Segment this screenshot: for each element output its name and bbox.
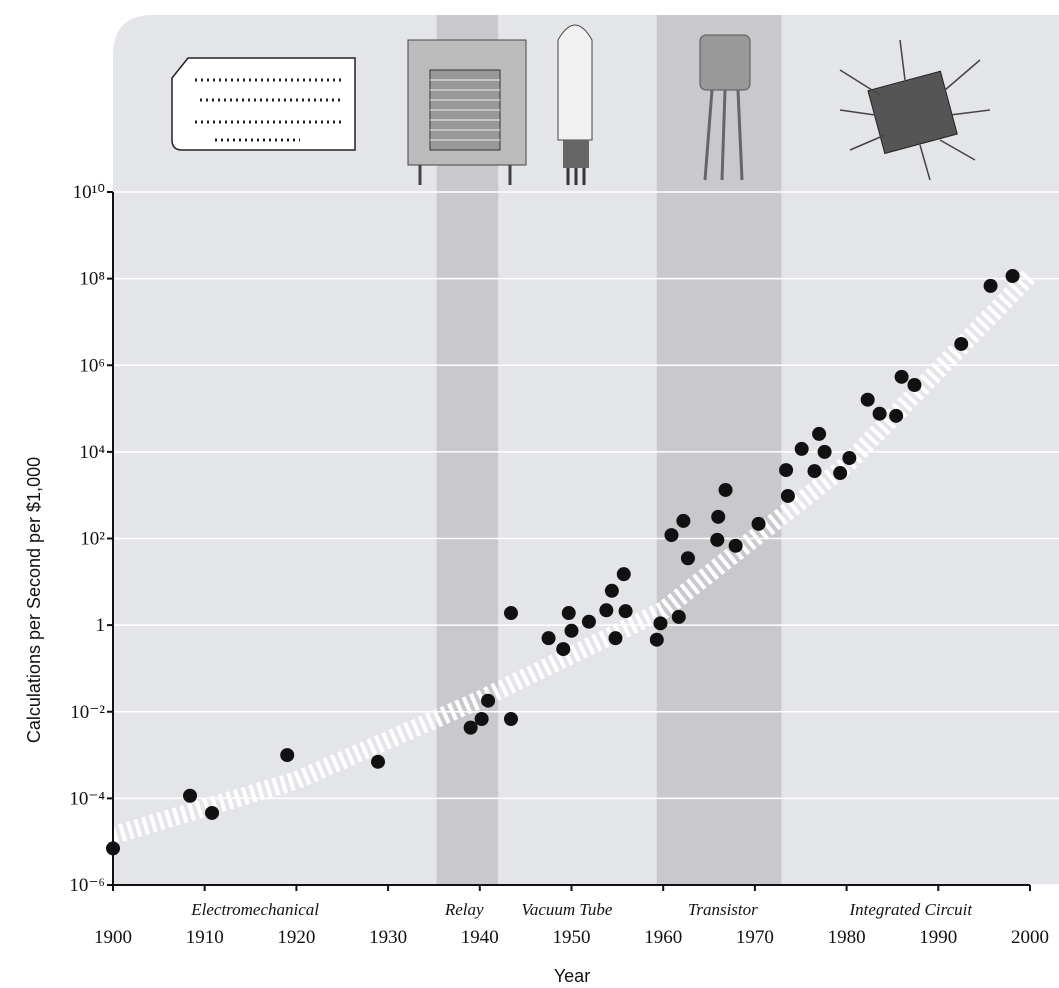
data-point: [474, 712, 489, 727]
data-point: [604, 583, 619, 598]
plot-background: [113, 15, 1059, 885]
x-tick-label: 1910: [186, 927, 224, 948]
data-point: [463, 720, 478, 735]
y-tick-label: 10⁴: [79, 442, 105, 463]
data-point: [954, 336, 969, 351]
data-point: [371, 754, 386, 769]
x-tick-label: 1900: [94, 927, 132, 948]
trend-band: [110, 268, 1037, 845]
data-point: [616, 567, 631, 582]
relay-icon: [407, 39, 527, 185]
data-point: [481, 693, 496, 708]
data-point: [503, 712, 518, 727]
data-point: [676, 513, 691, 528]
data-point: [680, 551, 695, 566]
data-point: [541, 631, 556, 646]
y-tick-label: 10⁻⁴: [69, 788, 105, 809]
data-point: [581, 614, 596, 629]
y-tick-label: 10¹⁰: [73, 182, 105, 203]
y-tick-label: 10⁶: [79, 355, 105, 376]
data-point: [618, 604, 633, 619]
x-tick-label: 1960: [644, 927, 682, 948]
data-point: [842, 451, 857, 466]
era-label: Electromechanical: [190, 900, 319, 919]
data-point: [794, 441, 809, 456]
data-point: [711, 509, 726, 524]
data-point: [556, 642, 571, 657]
y-tick-label: 10⁻²: [70, 702, 105, 723]
data-point: [807, 464, 822, 479]
data-point: [503, 606, 518, 621]
data-point: [780, 488, 795, 503]
data-point: [889, 408, 904, 423]
data-point: [561, 606, 576, 621]
y-tick-label: 10²: [80, 529, 105, 550]
y-tick-label: 10⁻⁶: [69, 875, 105, 896]
data-point: [894, 369, 909, 384]
x-tick-label: 1930: [369, 927, 407, 948]
era-band: [656, 15, 782, 885]
data-point: [817, 444, 832, 459]
chip-icon: [839, 39, 991, 181]
data-point: [718, 482, 733, 497]
era-label: Relay: [444, 900, 484, 919]
x-tick-label: 1920: [277, 927, 315, 948]
y-tick-label: 10⁸: [79, 269, 105, 290]
x-tick-label: 1980: [828, 927, 866, 948]
data-point: [907, 377, 922, 392]
shaded-bands: [436, 15, 782, 885]
data-point: [833, 466, 848, 481]
data-point: [564, 623, 579, 638]
x-tick-label: 1950: [553, 927, 591, 948]
y-tick-label: 1: [96, 615, 106, 636]
transistor-icon: [699, 34, 751, 181]
data-point: [860, 392, 875, 407]
data-point: [599, 603, 614, 618]
era-label: Vacuum Tube: [521, 900, 613, 919]
data-point: [728, 538, 743, 553]
vacuum-tube-icon: [557, 24, 593, 185]
data-point: [812, 426, 827, 441]
data-point: [1005, 268, 1020, 283]
data-point: [983, 278, 998, 293]
x-tick-label: 1970: [736, 927, 774, 948]
data-point: [649, 632, 664, 647]
data-point: [205, 805, 220, 820]
x-tick-label: 1990: [919, 927, 957, 948]
data-point: [710, 532, 725, 547]
punch-card-icon: [171, 57, 356, 151]
y-axis-title: Calculations per Second per $1,000: [24, 457, 44, 743]
data-point: [751, 516, 766, 531]
era-label: Transistor: [688, 900, 758, 919]
data-point: [671, 609, 686, 624]
data-point: [872, 406, 887, 421]
data-point: [664, 528, 679, 543]
data-point: [106, 841, 120, 856]
x-tick-label: 2000: [1011, 927, 1049, 948]
data-point: [653, 616, 668, 631]
x-tick-label: 1940: [461, 927, 499, 948]
data-point: [280, 748, 295, 763]
data-point: [608, 631, 623, 646]
data-point: [183, 788, 198, 803]
x-axis-title: Year: [554, 966, 590, 986]
era-label: Integrated Circuit: [848, 900, 973, 919]
data-point: [779, 463, 794, 478]
